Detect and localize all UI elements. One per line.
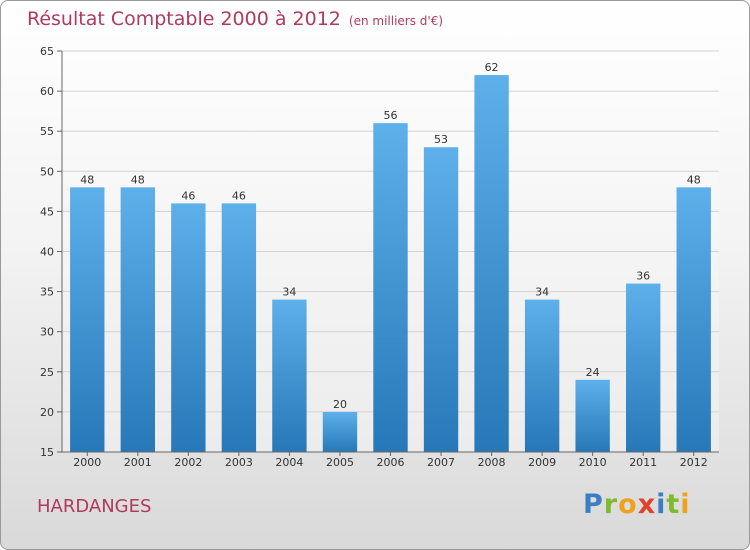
chart-subtitle: (en milliers d'€) bbox=[348, 14, 444, 28]
data-label: 62 bbox=[485, 61, 499, 74]
x-tick-label: 2006 bbox=[377, 456, 405, 469]
y-tick-label: 30 bbox=[40, 326, 54, 339]
bar bbox=[272, 299, 307, 452]
data-label: 48 bbox=[80, 173, 94, 186]
bar bbox=[575, 379, 610, 452]
y-tick-label: 20 bbox=[40, 406, 54, 419]
x-tick-label: 2005 bbox=[326, 456, 354, 469]
bar bbox=[524, 299, 560, 452]
proxiti-logo: Proxiti bbox=[583, 489, 691, 520]
y-tick-label: 45 bbox=[40, 205, 54, 218]
bar bbox=[322, 411, 358, 452]
logo-letter: t bbox=[666, 489, 681, 520]
x-tick-label: 2003 bbox=[225, 456, 253, 469]
data-label: 48 bbox=[131, 173, 145, 186]
data-label: 20 bbox=[333, 398, 347, 411]
x-tick-label: 2008 bbox=[478, 456, 506, 469]
data-label: 48 bbox=[687, 173, 701, 186]
logo-letter: i bbox=[680, 489, 691, 520]
x-tick-label: 2004 bbox=[275, 456, 303, 469]
bar bbox=[373, 123, 408, 453]
bar bbox=[676, 187, 711, 452]
commune-name: HARDANGES bbox=[37, 496, 152, 517]
bar bbox=[221, 203, 257, 452]
logo-letter: P bbox=[583, 489, 604, 520]
y-tick-label: 55 bbox=[40, 125, 54, 138]
bar bbox=[423, 147, 459, 453]
logo-letter: i bbox=[656, 489, 667, 520]
y-tick-label: 25 bbox=[40, 366, 54, 379]
x-tick-label: 2011 bbox=[629, 456, 657, 469]
y-tick-label: 35 bbox=[40, 286, 54, 299]
logo-letter: r bbox=[603, 489, 619, 520]
bar bbox=[70, 187, 105, 452]
chart-title: Résultat Comptable 2000 à 2012 (en millie… bbox=[27, 8, 443, 30]
bar bbox=[626, 283, 661, 452]
x-tick-label: 2009 bbox=[528, 456, 556, 469]
bar bbox=[474, 75, 509, 452]
data-label: 53 bbox=[434, 133, 448, 146]
data-label: 34 bbox=[282, 286, 296, 299]
data-label: 56 bbox=[384, 109, 398, 122]
logo-letter: o bbox=[618, 489, 638, 520]
data-label: 36 bbox=[636, 270, 650, 283]
data-label: 46 bbox=[232, 189, 246, 202]
data-label: 46 bbox=[181, 189, 195, 202]
chart-title-text: Résultat Comptable 2000 à 2012 bbox=[27, 8, 341, 30]
logo-letter: x bbox=[637, 489, 657, 520]
x-tick-label: 2007 bbox=[427, 456, 455, 469]
y-tick-label: 65 bbox=[40, 45, 54, 58]
y-tick-label: 15 bbox=[40, 446, 54, 459]
x-tick-label: 2000 bbox=[73, 456, 101, 469]
data-label: 24 bbox=[586, 366, 600, 379]
bar bbox=[120, 187, 155, 452]
x-tick-label: 2001 bbox=[124, 456, 152, 469]
y-tick-label: 60 bbox=[40, 85, 54, 98]
x-tick-label: 2012 bbox=[680, 456, 708, 469]
bar bbox=[171, 203, 206, 452]
data-label: 34 bbox=[535, 286, 549, 299]
x-tick-label: 2010 bbox=[579, 456, 607, 469]
y-tick-label: 40 bbox=[40, 246, 54, 259]
y-tick-label: 50 bbox=[40, 165, 54, 178]
x-tick-label: 2002 bbox=[174, 456, 202, 469]
